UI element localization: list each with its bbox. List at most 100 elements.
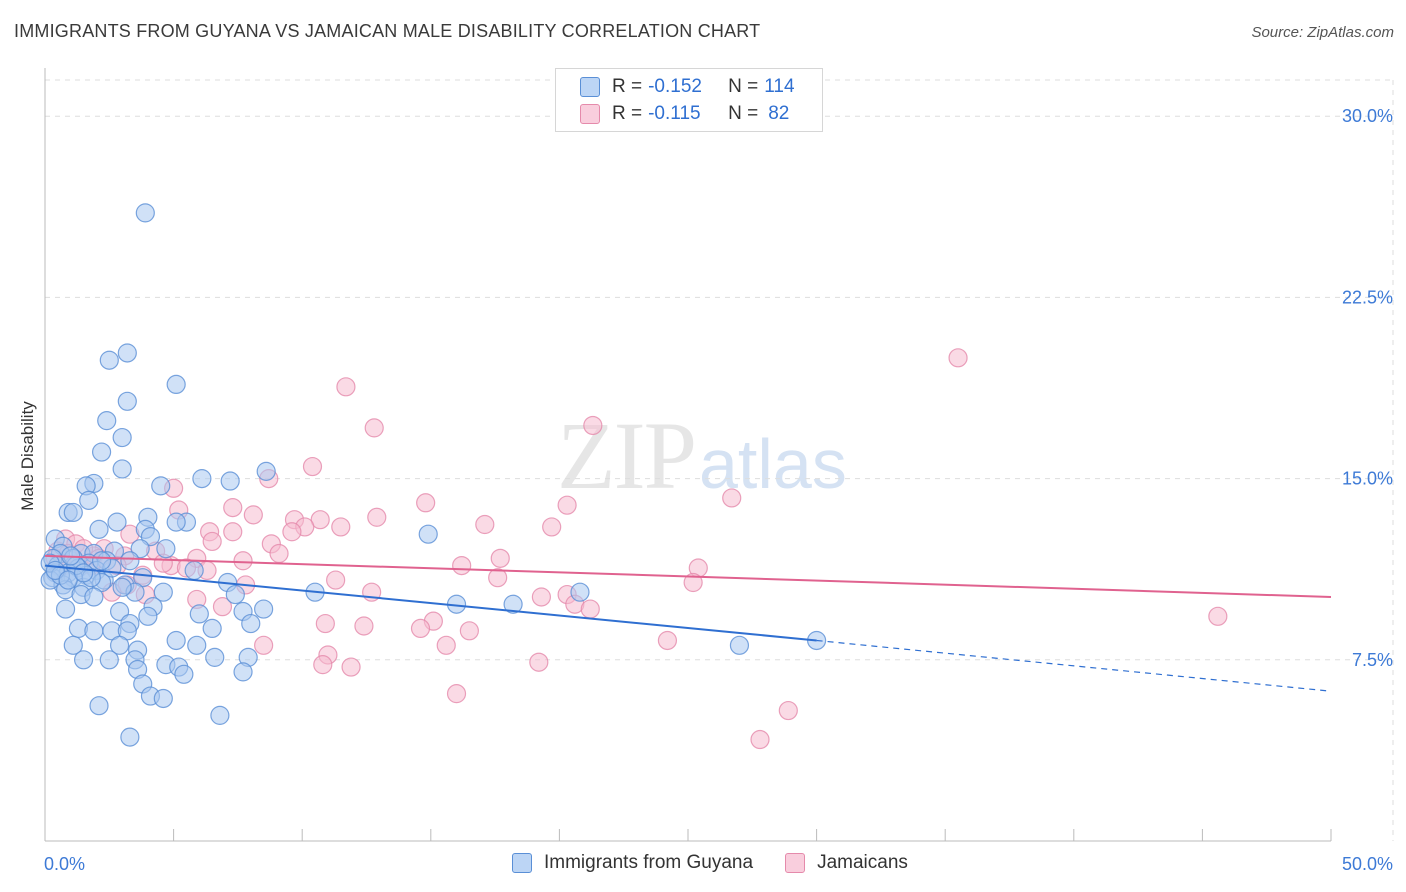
point-jamaicans [778, 700, 798, 721]
point-guyana [55, 599, 76, 619]
point-jamaicans [475, 514, 495, 535]
point-guyana [91, 551, 112, 571]
point-guyana [109, 635, 130, 655]
point-jamaicans [202, 531, 222, 552]
point-guyana [220, 471, 240, 491]
point-jamaicans [313, 655, 333, 675]
watermark-atlas: atlas [699, 425, 847, 503]
legend-swatch-blue [580, 77, 600, 97]
legend-swatch-blue [512, 853, 532, 873]
point-guyana [79, 490, 99, 510]
point-guyana [205, 647, 225, 667]
x-tick-label-max: 50.0% [1342, 854, 1393, 874]
point-guyana [729, 635, 750, 655]
point-jamaicans [750, 729, 770, 750]
legend-r-value: -0.115 [648, 103, 701, 124]
point-jamaicans [557, 495, 577, 515]
point-jamaicans [657, 630, 678, 651]
series-jamaicans [45, 348, 1228, 750]
point-guyana [166, 374, 186, 394]
point-guyana [241, 613, 261, 634]
legend-label-guyana: Immigrants from Guyana [544, 852, 754, 873]
point-jamaicans [310, 510, 330, 530]
legend-swatch-pink [785, 853, 806, 873]
trendline-guyana [44, 564, 817, 642]
legend-n-label: N = [728, 103, 759, 124]
point-guyana [210, 705, 230, 725]
point-guyana [91, 442, 112, 462]
watermark: ZIPatlas [557, 400, 847, 511]
point-guyana [166, 512, 186, 532]
correlation-legend: R = -0.152 N = 114 R = -0.115 N = 82 [555, 68, 823, 132]
point-guyana [73, 563, 94, 583]
point-guyana [99, 350, 119, 370]
point-guyana [99, 650, 119, 670]
point-jamaicans [354, 616, 374, 636]
point-guyana [97, 411, 117, 431]
point-guyana [89, 519, 109, 539]
point-jamaicans [336, 377, 356, 397]
point-jamaicans [459, 621, 479, 641]
y-tick-label: 15.0% [1342, 469, 1393, 489]
point-guyana [202, 618, 222, 639]
source-label: Source: ZipAtlas.com [1251, 24, 1394, 41]
point-jamaicans [302, 456, 323, 477]
point-guyana [138, 606, 158, 626]
point-jamaicans [436, 635, 456, 655]
point-jamaicans [315, 613, 335, 634]
point-guyana [112, 577, 132, 597]
point-guyana [63, 502, 83, 523]
legend-r-label: R = [612, 76, 643, 97]
point-guyana [189, 604, 209, 624]
point-guyana [89, 696, 109, 716]
legend-row-guyana: R = -0.152 N = 114 [580, 74, 795, 100]
chart-title: IMMIGRANTS FROM GUYANA VS JAMAICAN MALE … [14, 21, 761, 41]
axes [44, 68, 1332, 842]
watermark-zip: ZIP [557, 402, 697, 509]
point-jamaicans [212, 597, 233, 617]
point-jamaicans [367, 507, 387, 527]
point-guyana [187, 635, 207, 655]
point-guyana [73, 650, 94, 670]
y-tick-label: 7.5% [1352, 650, 1393, 670]
y-axis-label: Male Disability [18, 401, 37, 511]
point-jamaicans [269, 543, 289, 564]
point-guyana [174, 664, 194, 684]
y-tick-label: 30.0% [1342, 106, 1393, 126]
series-guyana [40, 203, 827, 747]
point-guyana [120, 727, 140, 747]
legend-n-value: 114 [764, 76, 795, 97]
legend-n-value: 82 [768, 103, 790, 124]
point-jamaicans [282, 522, 302, 542]
point-guyana [151, 476, 171, 496]
point-guyana [153, 688, 173, 709]
point-jamaicans [233, 551, 253, 571]
point-guyana [135, 203, 155, 223]
point-guyana [166, 630, 186, 651]
point-guyana [112, 427, 132, 448]
point-guyana [418, 524, 438, 544]
point-jamaicans [331, 517, 351, 537]
point-guyana [184, 560, 204, 581]
point-jamaicans [722, 488, 742, 508]
point-jamaicans [364, 418, 384, 438]
point-jamaicans [529, 652, 549, 672]
point-jamaicans [341, 657, 361, 677]
legend-n-label: N = [728, 76, 759, 97]
point-jamaicans [223, 522, 243, 542]
point-guyana [112, 459, 132, 479]
tick-labels: 7.5% 15.0% 22.5% 30.0% 0.0% 50.0% [44, 106, 1393, 874]
point-guyana [503, 594, 523, 614]
point-guyana [117, 343, 137, 363]
legend-item-jamaicans: Jamaicans [785, 852, 908, 874]
trendline-jamaicans [44, 554, 1332, 598]
legend-r-value: -0.152 [648, 76, 702, 97]
point-jamaicans [580, 599, 600, 619]
x-tick-label-min: 0.0% [44, 854, 85, 874]
point-jamaicans [410, 618, 431, 639]
point-guyana [120, 551, 140, 571]
point-jamaicans [490, 548, 510, 568]
point-jamaicans [446, 684, 467, 704]
point-jamaicans [583, 415, 603, 436]
